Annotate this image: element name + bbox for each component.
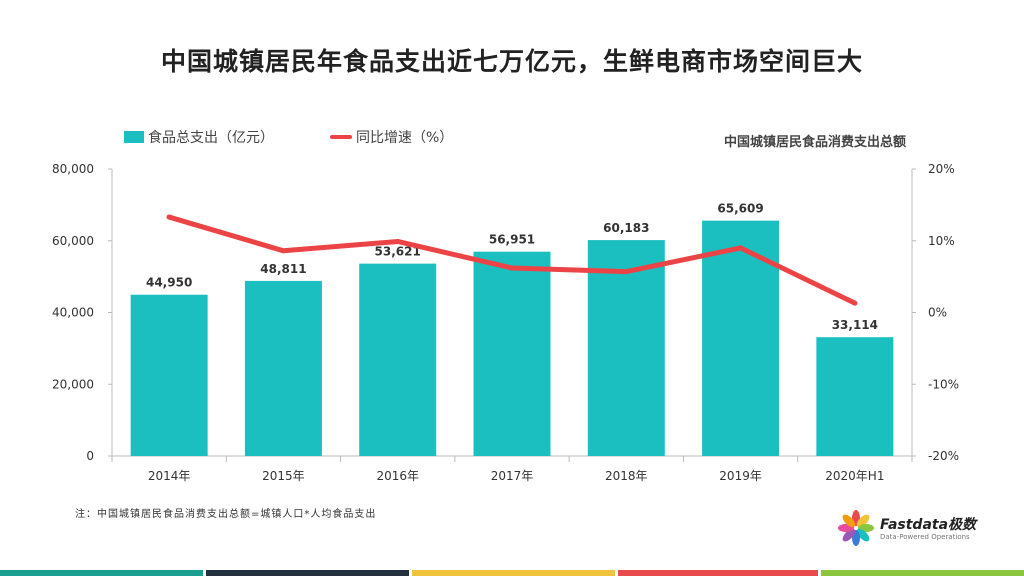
growth-rate-point (166, 214, 172, 220)
logo-name: Fastdata极数 (880, 517, 977, 533)
footer-stripe-3 (412, 570, 615, 576)
legend-label-line: 同比增速（%） (356, 130, 454, 146)
x-tick-label: 2016年 (376, 469, 419, 483)
bar (473, 251, 551, 456)
x-tick-label: 2014年 (148, 469, 191, 483)
flower-logo-icon (838, 510, 874, 546)
x-tick-label: 2018年 (605, 469, 648, 483)
bar-data-label: 44,950 (146, 276, 192, 290)
y-left-tick-label: 40,000 (52, 306, 94, 320)
legend-label-bar: 食品总支出（亿元） (148, 130, 274, 146)
legend-item-line: 同比增速（%） (330, 127, 453, 147)
growth-rate-point (280, 248, 286, 254)
growth-rate-point (395, 238, 401, 244)
footer-stripe-5 (821, 570, 1024, 576)
bar-data-label: 56,951 (489, 233, 535, 247)
footer-stripe-4 (618, 570, 818, 576)
bar (130, 294, 208, 456)
bar (816, 337, 894, 456)
y-left-tick-label: 20,000 (52, 377, 94, 391)
growth-rate-point (623, 269, 629, 275)
logo-tagline: Data-Powered Operations (880, 533, 970, 541)
legend-swatch-bar (124, 131, 144, 143)
footer-stripe-2 (206, 570, 409, 576)
y-left-tick-label: 80,000 (52, 162, 94, 176)
y-right-tick-label: -10% (928, 377, 959, 391)
bar (587, 240, 665, 456)
y-right-tick-label: 0% (928, 306, 947, 320)
growth-rate-point (852, 300, 858, 306)
chart-subtitle: 中国城镇居民食品消费支出总额 (723, 135, 906, 150)
y-right-tick-label: 20% (928, 162, 955, 176)
bar (244, 280, 322, 456)
bar-data-label: 65,609 (717, 202, 763, 216)
growth-rate-point (738, 245, 744, 251)
bar-data-label: 48,811 (260, 262, 306, 276)
x-tick-label: 2020年H1 (825, 469, 884, 483)
y-right-tick-label: -20% (928, 449, 959, 463)
x-tick-label: 2017年 (491, 469, 534, 483)
bar-data-label: 60,183 (603, 221, 649, 235)
y-left-tick-label: 60,000 (52, 234, 94, 248)
x-tick-label: 2019年 (719, 469, 762, 483)
footer-stripe-1 (0, 570, 203, 576)
growth-rate-point (509, 265, 515, 271)
legend-swatch-line (330, 135, 352, 139)
page-title: 中国城镇居民年食品支出近七万亿元，生鲜电商市场空间巨大 (160, 47, 863, 76)
y-left-tick-label: 0 (86, 449, 94, 463)
chart-legend: 食品总支出（亿元） 同比增速（%） (124, 127, 509, 147)
legend-item-bar: 食品总支出（亿元） (124, 127, 274, 147)
bar-data-label: 33,114 (832, 318, 878, 332)
x-tick-label: 2015年 (262, 469, 305, 483)
brand-logo: Fastdata极数 Data-Powered Operations (836, 508, 986, 550)
footnote: 注：中国城镇居民食品消费支出总额=城镇人口*人均食品支出 (75, 509, 377, 520)
bar (359, 263, 437, 456)
bar-data-label: 53,621 (375, 245, 421, 259)
y-right-tick-label: 10% (928, 234, 955, 248)
